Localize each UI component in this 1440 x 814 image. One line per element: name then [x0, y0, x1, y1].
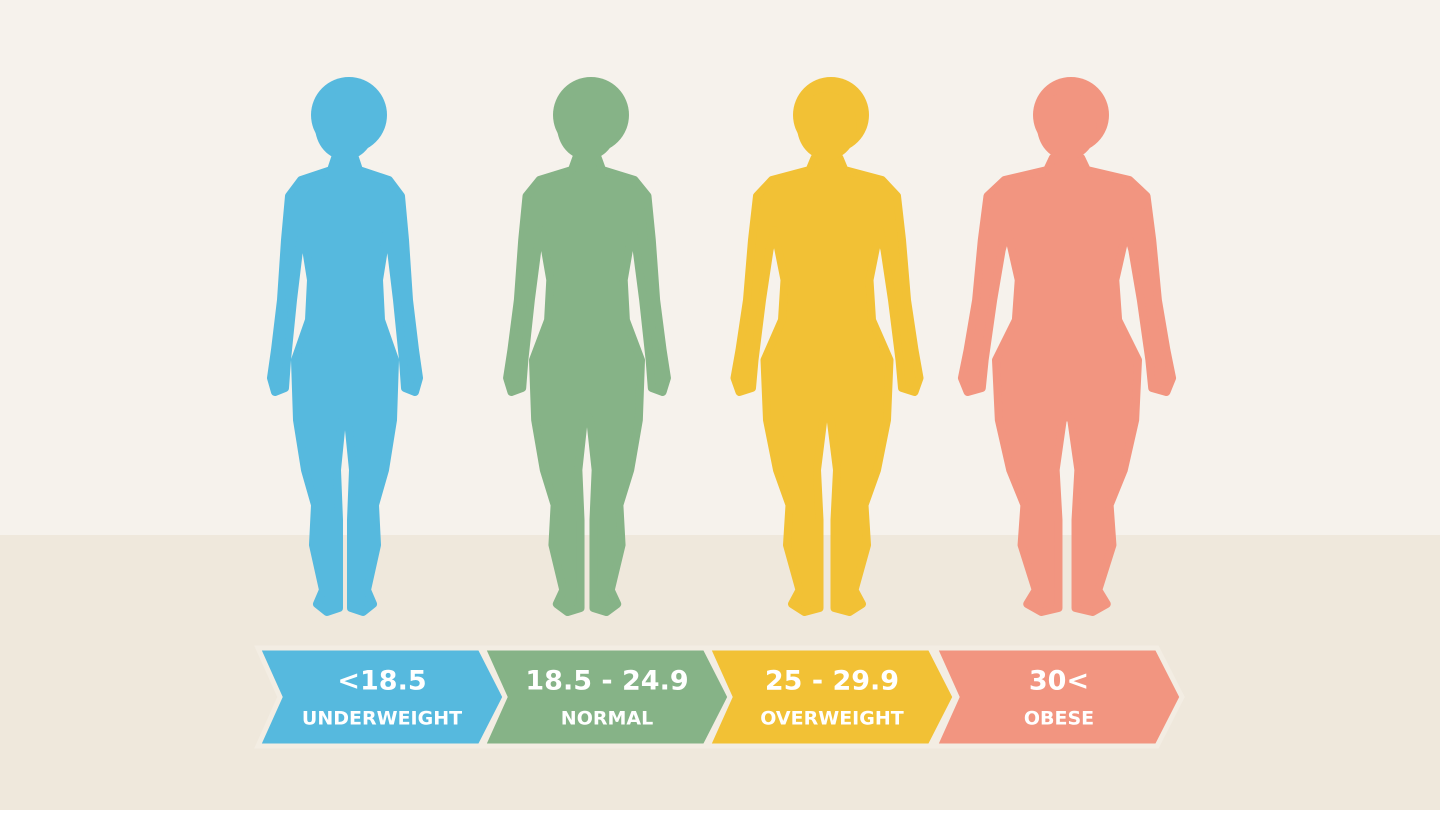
bmi-range: <18.5 [337, 666, 426, 697]
category-banner [931, 645, 1185, 749]
body-silhouette [730, 154, 924, 616]
wall [0, 0, 1440, 535]
head [1037, 92, 1097, 160]
category-banner [479, 645, 733, 749]
bmi-range: 30< [1029, 666, 1089, 697]
category-label: UNDERWEIGHT [302, 708, 462, 730]
category-banner [704, 645, 958, 749]
body-silhouette [957, 154, 1177, 616]
banners: <18.5 UNDERWEIGHT 18.5 - 24.9 NORMAL 25 - 29… [254, 645, 1185, 749]
head [797, 92, 857, 160]
category-banner [254, 645, 508, 749]
category-label: OBESE [1024, 708, 1094, 730]
category-label: NORMAL [561, 708, 653, 730]
head [557, 92, 617, 160]
bmi-range: 18.5 - 24.9 [525, 666, 688, 697]
body-silhouette [267, 154, 423, 616]
head [315, 92, 375, 160]
figures [267, 77, 1177, 616]
bmi-range: 25 - 29.9 [765, 666, 899, 697]
body-silhouette [503, 154, 671, 616]
category-label: OVERWEIGHT [760, 708, 903, 730]
